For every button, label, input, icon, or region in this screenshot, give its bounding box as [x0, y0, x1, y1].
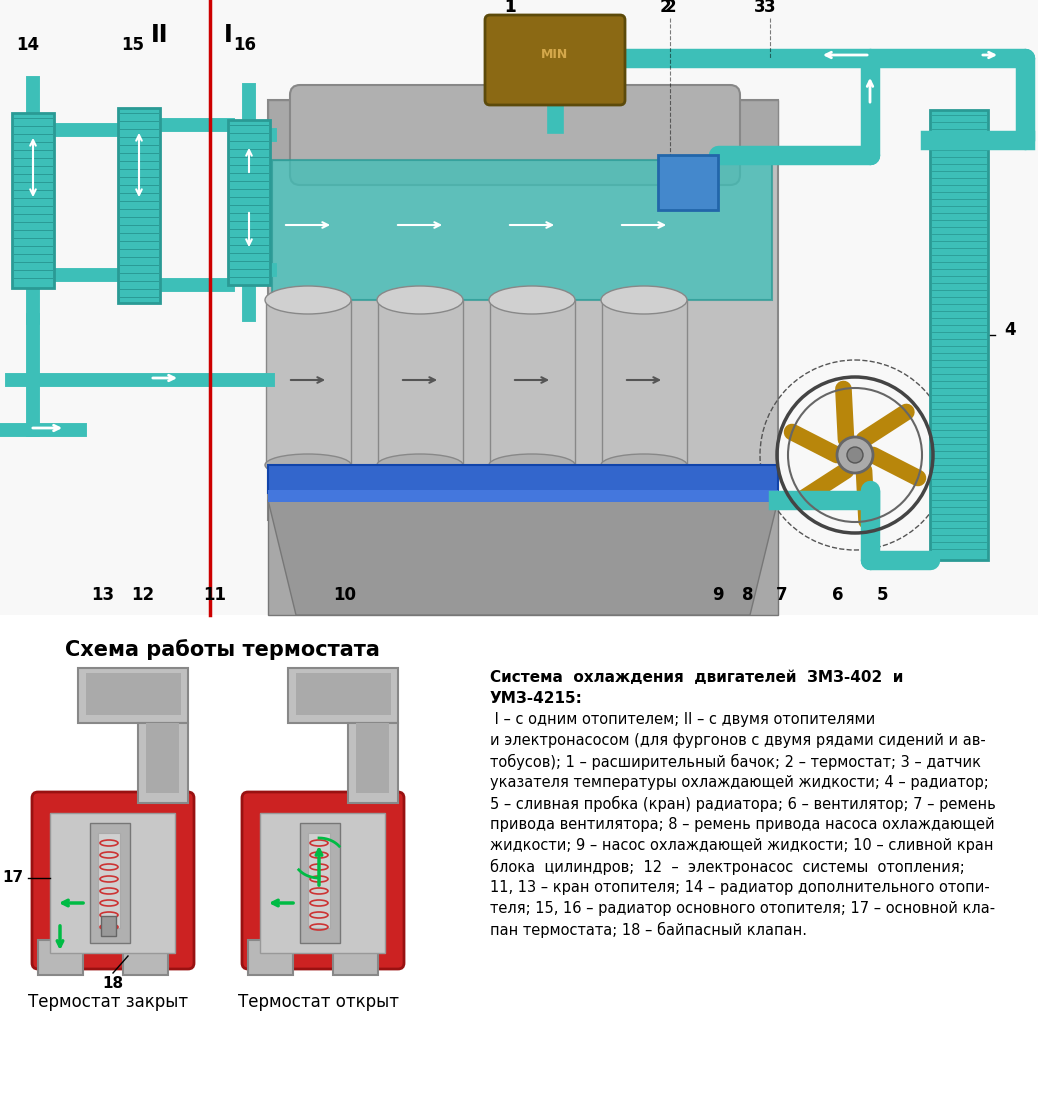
Text: 14: 14 [17, 36, 39, 54]
FancyBboxPatch shape [290, 85, 740, 185]
Bar [260, 813, 385, 953]
Bar [12, 113, 54, 288]
Text: II: II [152, 23, 169, 47]
Text: и электронасосом (для фургонов с двумя рядами сидений и ав-: и электронасосом (для фургонов с двумя р… [490, 733, 986, 748]
Text: I – с одним отопителем; II – с двумя отопителями: I – с одним отопителем; II – с двумя ото… [490, 712, 875, 728]
Bar [658, 155, 718, 210]
Bar [308, 833, 330, 928]
Text: 5 – сливная пробка (кран) радиатора; 6 – вентилятор; 7 – ремень: 5 – сливная пробка (кран) радиатора; 6 –… [490, 796, 995, 812]
Text: 2: 2 [659, 0, 671, 16]
Text: 1: 1 [504, 0, 516, 16]
Text: привода вентилятора; 8 – ремень привода насоса охлаждающей: привода вентилятора; 8 – ремень привода … [490, 817, 994, 832]
Bar [272, 160, 772, 300]
FancyBboxPatch shape [32, 792, 194, 969]
Text: 13: 13 [91, 586, 114, 604]
Bar [78, 668, 188, 723]
Bar [296, 673, 391, 715]
Text: 1: 1 [504, 0, 516, 16]
Bar [138, 723, 188, 803]
Text: 2: 2 [664, 0, 676, 16]
Bar [300, 823, 340, 943]
Bar [268, 500, 778, 615]
Text: I: I [223, 23, 233, 47]
Text: 11, 13 – кран отопителя; 14 – радиатор дополнительного отопи-: 11, 13 – кран отопителя; 14 – радиатор д… [490, 880, 990, 895]
Bar [288, 668, 398, 723]
Text: указателя температуры охлаждающей жидкости; 4 – радиатор;: указателя температуры охлаждающей жидкос… [490, 775, 989, 790]
Ellipse shape [377, 454, 463, 476]
Text: 16: 16 [234, 36, 256, 54]
Ellipse shape [601, 454, 687, 476]
FancyBboxPatch shape [242, 792, 404, 969]
Text: 5: 5 [876, 586, 887, 604]
Text: 12: 12 [132, 586, 155, 604]
Text: 11: 11 [203, 586, 226, 604]
Text: пан термостата; 18 – байпасный клапан.: пан термостата; 18 – байпасный клапан. [490, 922, 807, 939]
Bar [333, 940, 378, 975]
Bar [146, 723, 179, 793]
Bar [348, 723, 398, 803]
Bar [268, 100, 778, 520]
Bar [356, 723, 389, 793]
Bar [118, 108, 160, 303]
Text: Система  охлаждения  двигателей  ЗМЗ-402  и: Система охлаждения двигателей ЗМЗ-402 и [490, 670, 903, 685]
Bar [228, 120, 270, 285]
Text: Термостат открыт: Термостат открыт [238, 993, 399, 1011]
Bar [0, 615, 1038, 1099]
Text: 15: 15 [121, 36, 144, 54]
Text: 4: 4 [1004, 321, 1016, 338]
Text: УМЗ-4215:: УМЗ-4215: [490, 691, 583, 706]
Text: 7: 7 [776, 586, 788, 604]
Text: 17: 17 [2, 870, 23, 886]
FancyBboxPatch shape [485, 15, 625, 106]
Text: 3: 3 [755, 0, 766, 16]
Text: теля; 15, 16 – радиатор основного отопителя; 17 – основной кла-: теля; 15, 16 – радиатор основного отопит… [490, 901, 995, 915]
Bar [378, 300, 463, 465]
Circle shape [847, 447, 863, 463]
Text: жидкости; 9 – насос охлаждающей жидкости; 10 – сливной кран: жидкости; 9 – насос охлаждающей жидкости… [490, 839, 993, 853]
Bar [266, 300, 351, 465]
Bar [602, 300, 687, 465]
Ellipse shape [265, 286, 351, 314]
Ellipse shape [265, 454, 351, 476]
Text: MIN: MIN [542, 48, 569, 62]
Text: 6: 6 [832, 586, 844, 604]
Ellipse shape [377, 286, 463, 314]
Text: Схема работы термостата: Схема работы термостата [64, 640, 380, 660]
Bar [268, 100, 778, 160]
Bar [0, 0, 1038, 615]
Text: 10: 10 [333, 586, 356, 604]
Bar [50, 813, 175, 953]
Bar [490, 300, 575, 465]
Text: блока  цилиндров;  12  –  электронасос  системы  отопления;: блока цилиндров; 12 – электронасос систе… [490, 859, 964, 875]
Ellipse shape [489, 454, 575, 476]
Text: 18: 18 [103, 976, 124, 991]
Bar [268, 490, 778, 502]
Text: тобусов); 1 – расширительный бачок; 2 – термостат; 3 – датчик: тобусов); 1 – расширительный бачок; 2 – … [490, 754, 981, 770]
Polygon shape [268, 500, 778, 615]
Bar [248, 940, 293, 975]
Bar [90, 823, 130, 943]
Bar [98, 833, 120, 928]
Text: 9: 9 [712, 586, 723, 604]
Bar [122, 940, 168, 975]
Text: Термостат закрыт: Термостат закрыт [28, 993, 188, 1011]
Text: 3: 3 [764, 0, 775, 16]
Bar [101, 915, 116, 936]
Circle shape [837, 437, 873, 473]
Ellipse shape [489, 286, 575, 314]
Text: 8: 8 [742, 586, 754, 604]
Bar [268, 465, 778, 493]
Ellipse shape [601, 286, 687, 314]
Bar [86, 673, 181, 715]
Bar [930, 110, 988, 560]
Bar [38, 940, 83, 975]
